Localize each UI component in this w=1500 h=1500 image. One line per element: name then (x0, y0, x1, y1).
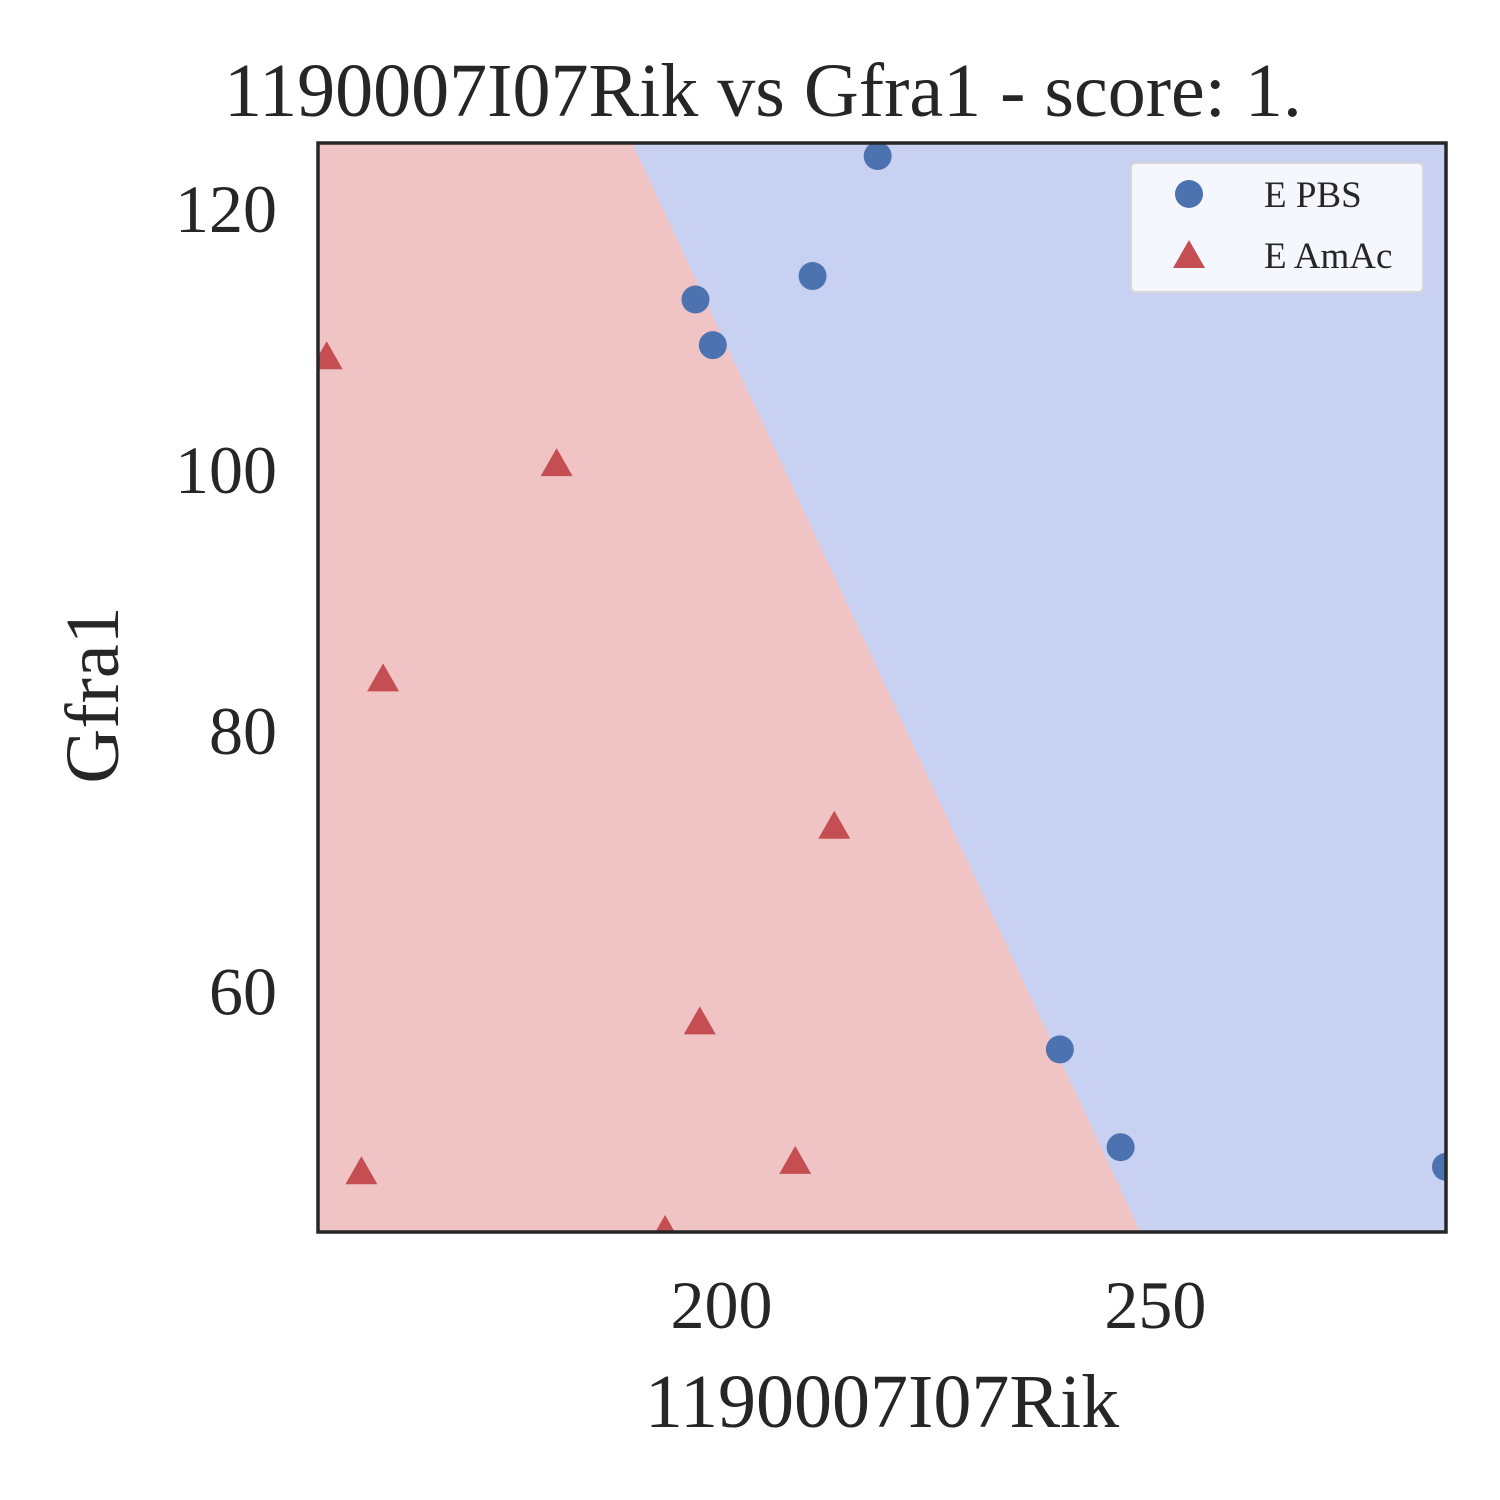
legend: E PBS E AmAc (1130, 162, 1424, 293)
point-e-pbs-1 (863, 143, 892, 171)
point-e-pbs-4 (798, 262, 827, 291)
point-e-pbs-5 (1045, 1035, 1074, 1064)
point-e-amac-5 (683, 1006, 716, 1035)
point-e-amac-8 (655, 1215, 675, 1232)
point-e-amac-1 (318, 341, 343, 370)
y-tick-label-100: 100 (175, 432, 277, 508)
plot-frame (316, 141, 1448, 1234)
point-e-pbs-6 (1106, 1133, 1135, 1162)
decision-regions (318, 143, 1446, 1232)
y-tick-label-60: 60 (209, 954, 277, 1030)
y-tick-label-120: 120 (175, 171, 277, 247)
region-e-amac (318, 143, 1141, 1232)
legend-label-e-amac: E AmAc (1264, 236, 1392, 277)
point-e-amac-3 (367, 663, 400, 692)
x-axis-label: 1190007I07Rik (645, 1360, 1119, 1444)
point-e-pbs-2 (681, 285, 710, 314)
legend-marker-e-pbs (1175, 180, 1203, 208)
y-axis-ticks: 60 80 100 120 (175, 171, 277, 1030)
legend-box (1130, 162, 1424, 293)
point-e-amac-6 (345, 1156, 378, 1185)
point-e-amac-7 (779, 1145, 812, 1174)
x-axis-ticks: 200 250 (670, 1267, 1206, 1343)
point-e-amac-2 (540, 448, 573, 477)
legend-label-e-pbs: E PBS (1264, 175, 1362, 216)
legend-marker-e-amac (1173, 240, 1205, 268)
x-tick-label-200: 200 (670, 1267, 772, 1343)
y-axis-label: Gfra1 (51, 606, 135, 783)
x-tick-label-250: 250 (1104, 1267, 1206, 1343)
data-points (318, 143, 1446, 1232)
point-e-pbs-7 (1432, 1152, 1446, 1181)
point-e-pbs-3 (698, 331, 727, 360)
y-tick-label-80: 80 (209, 693, 277, 769)
chart-title: 1190007I07Rik vs Gfra1 - score: 1. (224, 49, 1302, 133)
point-e-amac-4 (818, 810, 851, 839)
